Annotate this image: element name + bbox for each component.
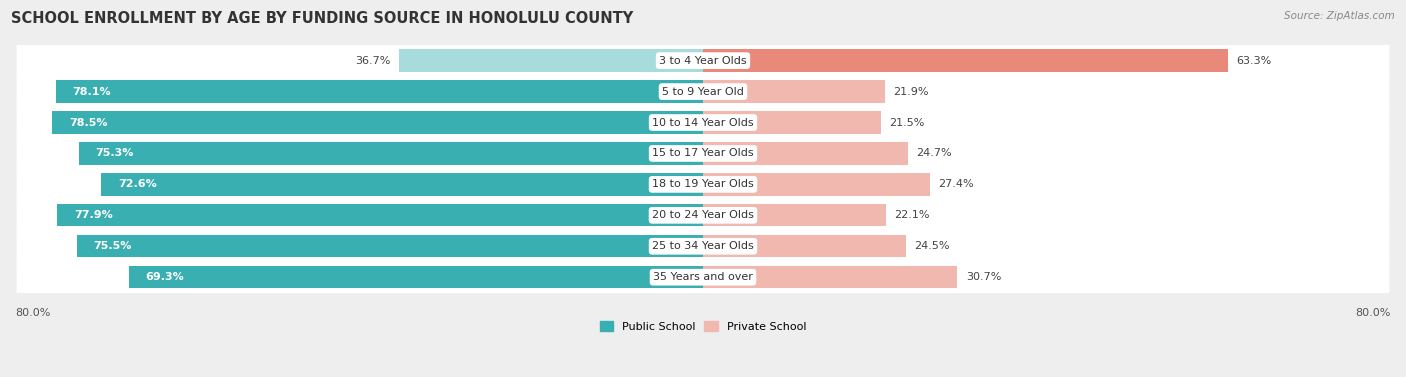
Text: 21.9%: 21.9% (893, 87, 928, 97)
Text: Source: ZipAtlas.com: Source: ZipAtlas.com (1284, 11, 1395, 21)
Text: 78.5%: 78.5% (69, 118, 107, 127)
Bar (703, 204, 886, 227)
Text: 80.0%: 80.0% (15, 308, 51, 317)
Text: 10 to 14 Year Olds: 10 to 14 Year Olds (652, 118, 754, 127)
Text: 22.1%: 22.1% (894, 210, 929, 220)
Text: 21.5%: 21.5% (890, 118, 925, 127)
Bar (703, 80, 884, 103)
Bar (128, 266, 703, 288)
Bar (56, 80, 703, 103)
Bar (703, 173, 931, 196)
Bar (399, 49, 703, 72)
FancyBboxPatch shape (17, 208, 1389, 285)
Bar (58, 204, 703, 227)
Bar (703, 142, 908, 165)
FancyBboxPatch shape (17, 177, 1389, 254)
Text: 75.3%: 75.3% (96, 149, 134, 158)
Text: 24.5%: 24.5% (914, 241, 950, 251)
Text: 27.4%: 27.4% (938, 179, 974, 189)
Text: 80.0%: 80.0% (1355, 308, 1391, 317)
Text: 24.7%: 24.7% (917, 149, 952, 158)
Text: SCHOOL ENROLLMENT BY AGE BY FUNDING SOURCE IN HONOLULU COUNTY: SCHOOL ENROLLMENT BY AGE BY FUNDING SOUR… (11, 11, 634, 26)
Text: 20 to 24 Year Olds: 20 to 24 Year Olds (652, 210, 754, 220)
FancyBboxPatch shape (17, 53, 1389, 130)
Text: 3 to 4 Year Olds: 3 to 4 Year Olds (659, 56, 747, 66)
FancyBboxPatch shape (17, 239, 1389, 316)
Text: 72.6%: 72.6% (118, 179, 156, 189)
Text: 15 to 17 Year Olds: 15 to 17 Year Olds (652, 149, 754, 158)
Text: 25 to 34 Year Olds: 25 to 34 Year Olds (652, 241, 754, 251)
Bar (703, 49, 1227, 72)
FancyBboxPatch shape (17, 84, 1389, 161)
Text: 75.5%: 75.5% (94, 241, 132, 251)
Text: 35 Years and over: 35 Years and over (652, 272, 754, 282)
FancyBboxPatch shape (17, 115, 1389, 192)
Legend: Public School, Private School: Public School, Private School (600, 321, 806, 332)
FancyBboxPatch shape (17, 146, 1389, 223)
Text: 30.7%: 30.7% (966, 272, 1001, 282)
Bar (703, 266, 957, 288)
Bar (703, 235, 905, 257)
Bar (79, 142, 703, 165)
Bar (52, 111, 703, 134)
Text: 18 to 19 Year Olds: 18 to 19 Year Olds (652, 179, 754, 189)
Text: 69.3%: 69.3% (145, 272, 184, 282)
Text: 5 to 9 Year Old: 5 to 9 Year Old (662, 87, 744, 97)
Text: 63.3%: 63.3% (1236, 56, 1271, 66)
Text: 36.7%: 36.7% (356, 56, 391, 66)
Text: 78.1%: 78.1% (72, 87, 111, 97)
FancyBboxPatch shape (17, 22, 1389, 99)
Bar (101, 173, 703, 196)
Text: 77.9%: 77.9% (75, 210, 112, 220)
Bar (77, 235, 703, 257)
Bar (703, 111, 882, 134)
